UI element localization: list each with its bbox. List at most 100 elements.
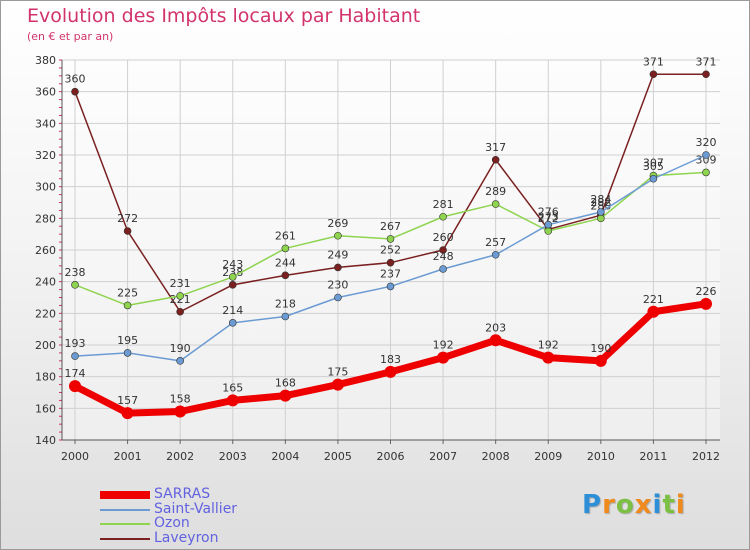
data-point bbox=[439, 212, 447, 221]
data-point bbox=[386, 235, 395, 243]
data-label: 192 bbox=[538, 339, 559, 352]
logo-letter: r bbox=[602, 490, 616, 520]
x-tick-label: 2003 bbox=[219, 450, 247, 463]
data-label: 281 bbox=[433, 198, 454, 211]
data-point bbox=[176, 307, 184, 316]
data-label: 195 bbox=[117, 334, 138, 347]
data-point bbox=[279, 389, 292, 402]
data-point bbox=[121, 407, 134, 420]
y-tick-label: 320 bbox=[35, 149, 56, 162]
data-point bbox=[174, 405, 187, 418]
data-label: 282 bbox=[590, 196, 611, 209]
data-label: 284 bbox=[590, 193, 611, 206]
logo-letter: i bbox=[675, 490, 686, 520]
data-label: 273 bbox=[538, 210, 559, 223]
data-point bbox=[281, 244, 290, 253]
data-point bbox=[439, 246, 447, 254]
data-point bbox=[123, 227, 132, 235]
legend-swatch bbox=[100, 491, 150, 499]
data-point bbox=[700, 297, 712, 310]
data-label: 243 bbox=[222, 258, 243, 271]
legend-label: Ozon bbox=[154, 515, 190, 531]
data-point bbox=[594, 354, 607, 367]
data-label: 238 bbox=[65, 266, 86, 279]
data-point bbox=[226, 394, 239, 407]
x-tick-label: 2004 bbox=[271, 450, 299, 463]
data-label: 183 bbox=[380, 353, 401, 366]
legend-label: Laveyron bbox=[154, 529, 219, 546]
data-label: 165 bbox=[222, 381, 243, 394]
data-label: 193 bbox=[65, 337, 86, 350]
data-label: 267 bbox=[380, 220, 401, 233]
legend-swatch bbox=[100, 523, 150, 525]
data-label: 371 bbox=[696, 55, 717, 68]
data-label: 317 bbox=[485, 141, 506, 154]
data-point bbox=[176, 357, 184, 365]
legend-label: SARRAS bbox=[154, 486, 211, 502]
x-tick-label: 2010 bbox=[587, 450, 615, 463]
data-label: 307 bbox=[643, 157, 664, 170]
data-point bbox=[439, 265, 447, 273]
legend-swatch bbox=[100, 537, 150, 540]
data-point bbox=[597, 214, 605, 223]
data-label: 305 bbox=[643, 160, 664, 173]
data-point bbox=[544, 220, 553, 229]
data-point bbox=[702, 151, 710, 159]
data-point bbox=[597, 208, 605, 216]
data-point bbox=[491, 200, 500, 208]
data-label: 248 bbox=[433, 250, 454, 263]
logo-letter: o bbox=[615, 490, 635, 520]
legend-label: Saint-Vallier bbox=[154, 500, 238, 517]
data-label: 221 bbox=[643, 293, 664, 306]
y-tick-label: 140 bbox=[35, 434, 56, 447]
data-label: 249 bbox=[327, 248, 348, 261]
data-label: 252 bbox=[380, 244, 401, 257]
data-point bbox=[71, 281, 79, 289]
x-tick-label: 2012 bbox=[692, 450, 720, 463]
data-point bbox=[386, 258, 395, 267]
data-label: 230 bbox=[327, 279, 348, 292]
data-point bbox=[176, 292, 184, 300]
data-point bbox=[281, 312, 290, 321]
data-point bbox=[544, 227, 553, 235]
data-label: 371 bbox=[643, 55, 664, 68]
data-point bbox=[334, 293, 342, 302]
y-tick-label: 240 bbox=[35, 276, 56, 289]
data-point bbox=[334, 263, 342, 272]
logo-letter: i bbox=[652, 490, 663, 520]
logo-letter: x bbox=[634, 490, 653, 520]
data-point bbox=[331, 378, 344, 391]
data-label: 168 bbox=[275, 377, 296, 390]
x-tick-label: 2006 bbox=[377, 450, 405, 463]
data-point bbox=[71, 87, 79, 96]
data-label: 175 bbox=[327, 366, 348, 379]
data-point bbox=[228, 281, 237, 289]
data-label: 225 bbox=[117, 286, 138, 299]
data-label: 257 bbox=[485, 236, 506, 249]
data-point bbox=[491, 155, 500, 164]
x-tick-label: 2001 bbox=[114, 450, 142, 463]
x-tick-label: 2002 bbox=[166, 450, 194, 463]
data-label: 261 bbox=[275, 229, 296, 242]
x-tick-label: 2005 bbox=[324, 450, 352, 463]
data-point bbox=[386, 282, 395, 291]
data-point bbox=[281, 271, 290, 280]
data-label: 157 bbox=[117, 394, 138, 407]
data-label: 190 bbox=[170, 342, 191, 355]
x-tick-label: 2011 bbox=[639, 450, 667, 463]
data-point bbox=[123, 301, 132, 310]
data-point bbox=[542, 351, 555, 364]
chart-title: Evolution des Impôts locaux par Habitant bbox=[27, 5, 421, 27]
data-label: 272 bbox=[538, 212, 559, 225]
data-label: 218 bbox=[275, 298, 296, 311]
proxiti-logo: Proxiti bbox=[582, 490, 686, 520]
x-tick-label: 2008 bbox=[482, 450, 510, 463]
data-point bbox=[489, 334, 502, 347]
data-label: 237 bbox=[380, 267, 401, 280]
data-point bbox=[123, 349, 132, 357]
data-label: 158 bbox=[170, 393, 191, 406]
logo-letter: P bbox=[582, 490, 603, 520]
data-label: 260 bbox=[433, 231, 454, 244]
data-label: 231 bbox=[170, 277, 191, 290]
